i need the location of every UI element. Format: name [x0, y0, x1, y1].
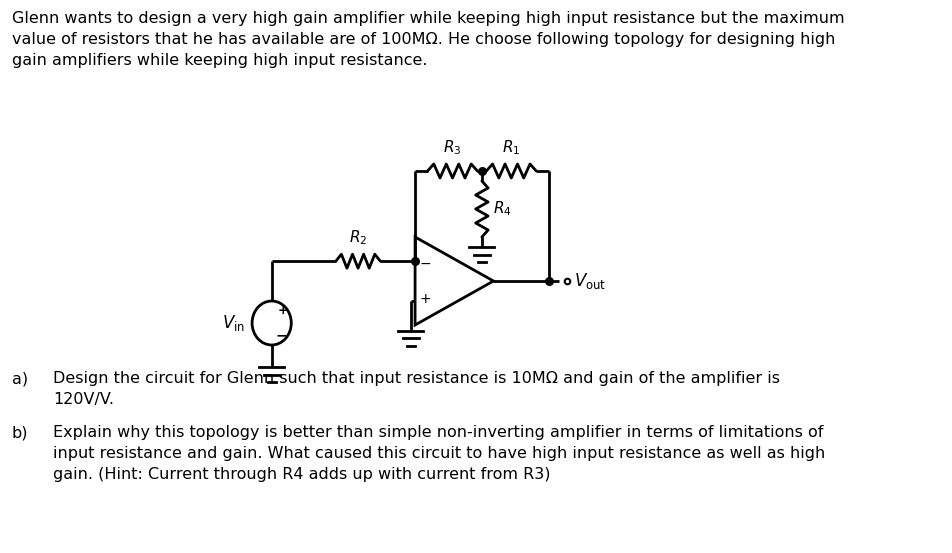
- Text: Explain why this topology is better than simple non-inverting amplifier in terms: Explain why this topology is better than…: [53, 425, 824, 482]
- Text: $R_1$: $R_1$: [502, 138, 520, 157]
- Text: $R_3$: $R_3$: [443, 138, 462, 157]
- Text: +: +: [420, 293, 431, 306]
- Text: −: −: [275, 328, 287, 342]
- Text: Design the circuit for Glenn such that input resistance is 10MΩ and gain of the : Design the circuit for Glenn such that i…: [53, 371, 780, 407]
- Text: $R_2$: $R_2$: [348, 228, 367, 247]
- Text: $V_{\rm out}$: $V_{\rm out}$: [573, 271, 605, 291]
- Text: +: +: [277, 304, 288, 317]
- Text: −: −: [420, 257, 431, 272]
- Text: b): b): [11, 425, 28, 440]
- Text: Glenn wants to design a very high gain amplifier while keeping high input resist: Glenn wants to design a very high gain a…: [11, 11, 843, 68]
- Text: $V_{\rm in}$: $V_{\rm in}$: [222, 313, 245, 333]
- Text: a): a): [11, 371, 28, 386]
- Text: $R_4$: $R_4$: [492, 200, 511, 218]
